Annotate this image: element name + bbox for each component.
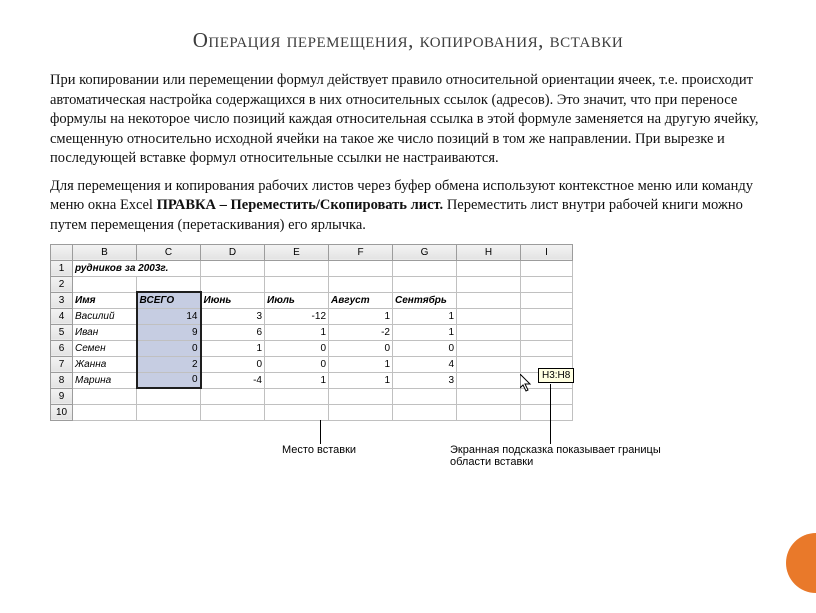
col-header-H: H (457, 244, 521, 260)
cursor-icon (520, 374, 534, 392)
cell-D4: 3 (201, 308, 265, 324)
cell-G4: 1 (393, 308, 457, 324)
annotation-text-2: Экранная подсказка показывает границы об… (450, 444, 670, 468)
annotation-line-2 (550, 384, 551, 444)
cell-E6: 0 (265, 340, 329, 356)
row-header-10: 10 (51, 404, 73, 420)
cell-G8: 3 (393, 372, 457, 388)
range-tooltip: H3:H8 (538, 368, 574, 383)
corner-cell (51, 244, 73, 260)
cell-D8: -4 (201, 372, 265, 388)
cell-C5: 9 (137, 324, 201, 340)
cell-C3: ВСЕГО (137, 292, 201, 308)
cell-E4: -12 (265, 308, 329, 324)
cell-H5 (457, 324, 521, 340)
col-header-G: G (393, 244, 457, 260)
cell-H7 (457, 356, 521, 372)
cell-H4 (457, 308, 521, 324)
row-header-5: 5 (51, 324, 73, 340)
cell-B5: Иван (73, 324, 137, 340)
cell-D3: Июнь (201, 292, 265, 308)
col-header-C: C (137, 244, 201, 260)
cell-G3: Сентябрь (393, 292, 457, 308)
row-header-7: 7 (51, 356, 73, 372)
annotation-line-1 (320, 420, 321, 444)
cell-B3: Имя (73, 292, 137, 308)
cell-G6: 0 (393, 340, 457, 356)
cell-G5: 1 (393, 324, 457, 340)
slide: Операция перемещения, копирования, встав… (0, 0, 816, 613)
cell-F6: 0 (329, 340, 393, 356)
cell-C6: 0 (137, 340, 201, 356)
row-header-3: 3 (51, 292, 73, 308)
cell-B1: рудников за 2003г. (73, 260, 201, 276)
col-header-B: B (73, 244, 137, 260)
annotation-text-1: Место вставки (282, 444, 356, 456)
paragraph-1: При копировании или перемещении формул д… (50, 71, 766, 169)
cell-E3: Июль (265, 292, 329, 308)
excel-screenshot: B C D E F G H I 1 рудников за 2003г. 2 3… (50, 244, 766, 421)
cell-D6: 1 (201, 340, 265, 356)
row-header-1: 1 (51, 260, 73, 276)
row-header-2: 2 (51, 276, 73, 292)
cell-B4: Василий (73, 308, 137, 324)
col-header-F: F (329, 244, 393, 260)
col-header-I: I (521, 244, 573, 260)
row-header-4: 4 (51, 308, 73, 324)
cell-H6 (457, 340, 521, 356)
cell-D5: 6 (201, 324, 265, 340)
cell-H3 (457, 292, 521, 308)
cell-D7: 0 (201, 356, 265, 372)
row-header-9: 9 (51, 388, 73, 404)
col-header-D: D (201, 244, 265, 260)
cell-B6: Семен (73, 340, 137, 356)
cell-H8 (457, 372, 521, 388)
excel-grid: B C D E F G H I 1 рудников за 2003г. 2 3… (50, 244, 573, 421)
cell-E8: 1 (265, 372, 329, 388)
slide-title: Операция перемещения, копирования, встав… (50, 28, 766, 53)
cell-B8: Марина (73, 372, 137, 388)
cell-E7: 0 (265, 356, 329, 372)
cell-C7: 2 (137, 356, 201, 372)
cell-E5: 1 (265, 324, 329, 340)
cell-C8: 0 (137, 372, 201, 388)
para2-bold: ПРАВКА – Переместить/Скопировать лист. (157, 197, 447, 213)
col-header-E: E (265, 244, 329, 260)
row-header-8: 8 (51, 372, 73, 388)
cell-G7: 4 (393, 356, 457, 372)
cell-F5: -2 (329, 324, 393, 340)
cell-F3: Август (329, 292, 393, 308)
cell-C4: 14 (137, 308, 201, 324)
cell-F7: 1 (329, 356, 393, 372)
cell-F8: 1 (329, 372, 393, 388)
cell-B7: Жанна (73, 356, 137, 372)
paragraph-2: Для перемещения и копирования рабочих ли… (50, 177, 766, 236)
cell-F4: 1 (329, 308, 393, 324)
row-header-6: 6 (51, 340, 73, 356)
